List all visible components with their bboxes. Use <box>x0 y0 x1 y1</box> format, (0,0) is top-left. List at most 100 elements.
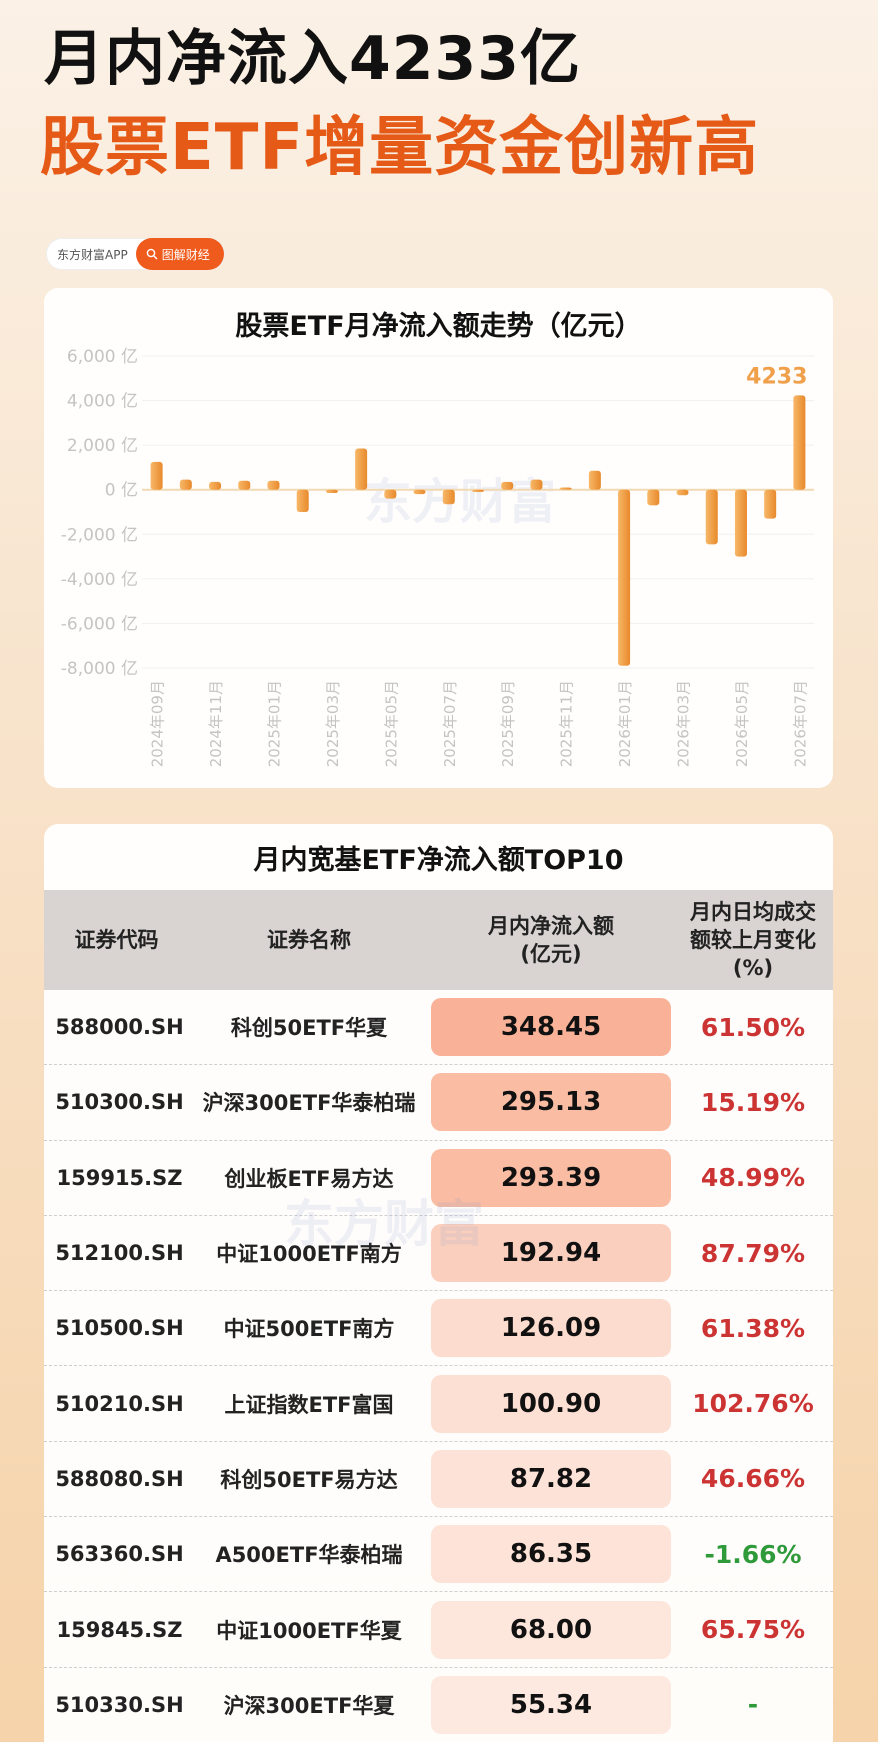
bar <box>150 461 163 490</box>
security-code: 159845.SZ <box>56 1617 183 1642</box>
chart-watermark: 东方财富 <box>364 474 556 530</box>
net-inflow-value: 68.00 <box>431 1600 671 1659</box>
flow-cell: 86.35 <box>429 1525 673 1584</box>
security-code: 512100.SH <box>55 1241 184 1266</box>
flow-cell: 293.39 <box>429 1148 673 1207</box>
net-inflow-value: 126.09 <box>431 1299 671 1358</box>
bar <box>676 489 689 496</box>
y-tick-label: -8,000 亿 <box>61 659 138 679</box>
security-name: 沪深300ETF华夏 <box>223 1693 395 1718</box>
table-body: 588000.SH 科创50ETF华夏 348.45 61.50% 510300.SH 沪… <box>44 990 833 1742</box>
x-tick-label: 2026年01月 <box>616 680 634 767</box>
bar <box>793 395 806 490</box>
net-inflow-value: 87.82 <box>431 1449 671 1508</box>
y-tick-label: 2,000 亿 <box>67 436 138 456</box>
chart-title: 股票ETF月净流入额走势（亿元） <box>235 311 642 342</box>
table-row: 510300.SH 沪深300ETF华泰柏瑞 295.13 15.19% <box>44 1065 833 1141</box>
net-inflow-value: 192.94 <box>431 1224 671 1283</box>
bar <box>442 489 455 505</box>
table-title: 月内宽基ETF净流入额TOP10 <box>253 844 624 876</box>
header-line: 月内日均成交 <box>690 900 816 924</box>
security-name: 中证1000ETF南方 <box>216 1242 402 1267</box>
x-tick-label: 2024年11月 <box>207 680 225 767</box>
net-inflow-value: 55.34 <box>431 1675 671 1734</box>
bar <box>588 470 601 490</box>
x-tick-label: 2026年03月 <box>675 680 693 767</box>
header-line: (%) <box>732 956 774 980</box>
table-row: 588000.SH 科创50ETF华夏 348.45 61.50% <box>44 990 833 1066</box>
bar <box>618 489 631 666</box>
bar <box>734 489 747 557</box>
headline-line2: 股票ETF增量资金创新高 <box>40 111 760 185</box>
flow-cell: 192.94 <box>429 1224 673 1283</box>
table-header-cell: 月内日均成交 额较上月变化 (%) <box>673 898 833 982</box>
y-tick-label: -4,000 亿 <box>61 570 138 590</box>
flow-cell: 295.13 <box>429 1073 673 1132</box>
security-name: 科创50ETF易方达 <box>220 1467 398 1492</box>
change-pct: -1.66% <box>704 1539 802 1569</box>
table-header-cell: 证券名称 <box>189 926 429 954</box>
headline-line1: 月内净流入4233亿 <box>44 24 581 94</box>
brand-tag-label: 图解财经 <box>161 247 210 262</box>
y-tick-label: -2,000 亿 <box>61 525 138 545</box>
table-row: 588080.SH 科创50ETF易方达 87.82 46.66% <box>44 1442 833 1518</box>
bar <box>559 487 572 490</box>
security-code: 510210.SH <box>55 1391 184 1416</box>
data-label: 4233 <box>746 364 807 389</box>
table-row: 159915.SZ 创业板ETF易方达 293.39 48.99% <box>44 1141 833 1216</box>
flow-cell: 68.00 <box>429 1600 673 1659</box>
table-card: 东方财富 月内宽基ETF净流入额TOP10 证券代码 证券名称 月内净流入额 (亿元)… <box>44 824 833 1742</box>
security-code: 588000.SH <box>55 1015 184 1040</box>
brand-tag[interactable]: 图解财经 <box>135 238 224 270</box>
bar <box>413 489 426 495</box>
y-tick-label: 0 亿 <box>105 481 138 501</box>
flow-cell: 348.45 <box>429 998 673 1057</box>
change-pct: - <box>747 1690 759 1720</box>
change-pct: 87.79% <box>700 1238 806 1268</box>
y-tick-label: -6,000 亿 <box>61 614 138 634</box>
bar <box>209 481 222 490</box>
table-row: 510210.SH 上证指数ETF富国 100.90 102.76% <box>44 1366 833 1442</box>
search-icon <box>146 248 158 260</box>
x-tick-label: 2024年09月 <box>149 680 167 767</box>
bar <box>238 480 251 490</box>
bar <box>325 489 338 494</box>
change-pct: 61.50% <box>700 1012 806 1042</box>
security-code: 510330.SH <box>55 1692 184 1717</box>
security-name: 科创50ETF华夏 <box>230 1016 388 1041</box>
security-name: A500ETF华泰柏瑞 <box>215 1543 403 1568</box>
security-code: 588080.SH <box>55 1466 184 1491</box>
header-line: 额较上月变化 <box>690 928 816 952</box>
header-line: 证券代码 <box>74 928 159 952</box>
bar <box>179 479 192 490</box>
x-tick-label: 2026年05月 <box>733 680 751 767</box>
header-line: (亿元) <box>520 942 582 966</box>
header-line: 证券名称 <box>267 928 351 952</box>
bar <box>355 448 368 490</box>
bar-chart: 东方财富 6,000 亿 4,000 亿 2,000 亿 0 亿 -2,000 亿 -4,… <box>61 347 814 767</box>
security-name: 上证指数ETF富国 <box>224 1392 394 1417</box>
bar <box>705 489 718 545</box>
net-inflow-value: 348.45 <box>431 998 671 1057</box>
security-name: 中证500ETF南方 <box>223 1317 395 1342</box>
table-row: 512100.SH 中证1000ETF南方 192.94 87.79% <box>44 1216 833 1292</box>
security-code: 159915.SZ <box>56 1165 183 1190</box>
x-tick-label: 2025年05月 <box>382 680 400 767</box>
bar <box>384 489 397 499</box>
flow-cell: 126.09 <box>429 1299 673 1358</box>
security-name: 中证1000ETF华夏 <box>216 1618 402 1643</box>
x-tick-label: 2025年09月 <box>499 680 517 767</box>
chart-card: 股票ETF月净流入额走势（亿元） 东方财富 6,000 亿 4,000 亿 2,00… <box>44 288 833 788</box>
change-pct: 61.38% <box>700 1313 806 1343</box>
bar <box>296 489 309 512</box>
bar <box>647 489 660 506</box>
security-name: 沪深300ETF华泰柏瑞 <box>202 1091 416 1116</box>
x-tick-label: 2026年07月 <box>791 680 809 767</box>
x-tick-label: 2025年03月 <box>324 680 342 767</box>
flow-cell: 55.34 <box>429 1675 673 1734</box>
net-inflow-value: 86.35 <box>431 1525 671 1584</box>
security-code: 510300.SH <box>55 1090 184 1115</box>
bar <box>267 480 280 490</box>
x-tick-label: 2025年11月 <box>558 680 576 767</box>
change-pct: 48.99% <box>700 1163 806 1193</box>
